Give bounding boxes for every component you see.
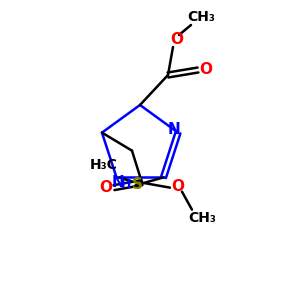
Text: O: O [172, 179, 184, 194]
Text: O: O [200, 62, 212, 77]
Text: CH₃: CH₃ [188, 211, 216, 225]
Text: N: N [112, 175, 125, 190]
Text: N: N [168, 122, 180, 137]
Text: CH₃: CH₃ [187, 10, 215, 24]
Text: H₃C: H₃C [90, 158, 117, 172]
Text: H: H [121, 178, 132, 191]
Text: O: O [100, 180, 112, 195]
Text: O: O [170, 32, 184, 46]
Text: S: S [132, 177, 143, 192]
